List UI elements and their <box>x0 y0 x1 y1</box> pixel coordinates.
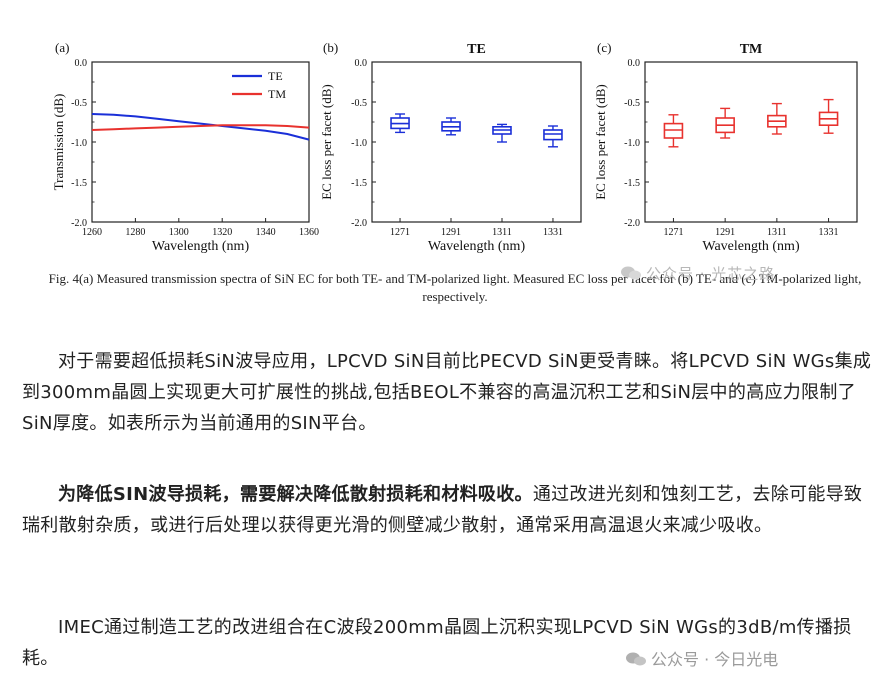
plot-frame-1 <box>371 61 582 223</box>
panel-label-0: (a) <box>55 40 69 55</box>
paragraph-2: 为降低SIN波导损耗，需要解决降低散射损耗和材料吸收。通过改进光刻和蚀刻工艺，去… <box>22 479 874 541</box>
x-tick-label-1: 1331 <box>543 227 563 238</box>
series-line-te <box>91 113 310 141</box>
y-tick-label-2: -1.5 <box>624 178 640 189</box>
x-tick-label-1: 1311 <box>492 227 512 238</box>
wechat-icon <box>621 266 641 280</box>
watermark-top: 公众号 · 光芯之路 <box>620 263 775 284</box>
y-tick-label-0: -1.5 <box>71 178 87 189</box>
x-axis-label-2: Wavelength (nm) <box>702 239 800 254</box>
y-tick-label-0: -1.0 <box>71 138 87 149</box>
x-tick-label-0: 1300 <box>169 227 189 238</box>
y-tick-label-0: -0.5 <box>71 98 87 109</box>
y-axis-label-0: Transmission (dB) <box>51 94 66 191</box>
x-tick-label-0: 1360 <box>299 227 319 238</box>
panel-label-2: (c) <box>597 40 611 55</box>
watermark-bottom-text: 公众号 · 今日光电 <box>651 650 779 669</box>
x-tick-label-1: 1291 <box>441 227 461 238</box>
x-tick-label-2: 1331 <box>819 227 839 238</box>
paragraph-3-text: IMEC通过制造工艺的改进组合在C波段200mm晶圆上沉积实现LPCVD SiN… <box>22 617 852 669</box>
y-tick-label-1: -1.5 <box>351 178 367 189</box>
wechat-icon <box>626 652 646 666</box>
y-tick-label-2: -0.5 <box>624 98 640 109</box>
y-tick-label-1: -1.0 <box>351 138 367 149</box>
legend-label-te: TE <box>268 69 283 83</box>
paragraph-2-text: 通过改进光刻和蚀刻工艺，去除可能导致瑞利散射杂质，或进行后处理以获得更光滑的侧壁… <box>22 484 863 536</box>
x-axis-label-1: Wavelength (nm) <box>428 239 526 254</box>
paragraph-3: IMEC通过制造工艺的改进组合在C波段200mm晶圆上沉积实现LPCVD SiN… <box>22 612 874 674</box>
y-tick-label-1: -0.5 <box>351 98 367 109</box>
figure-caption: Fig. 4(a) Measured transmission spectra … <box>48 271 862 304</box>
paragraph-2-lead: 为降低SIN波导损耗，需要解决降低散射损耗和材料吸收。 <box>58 484 533 505</box>
x-tick-label-2: 1271 <box>663 227 683 238</box>
y-tick-label-1: -2.0 <box>351 218 367 229</box>
series-line-tm <box>91 124 310 131</box>
figure-panels: (a) 0.0 -0.5 -1.0 -1.5 -2.0 Transmission (dB) W… <box>51 40 858 254</box>
panel-title-1: TE <box>467 42 486 57</box>
legend-label-tm: TM <box>268 87 286 101</box>
x-tick-label-0: 1280 <box>125 227 145 238</box>
paragraph-1: 对于需要超低损耗SiN波导应用，LPCVD SiN目前比PECVD SiN更受青… <box>22 346 874 439</box>
y-tick-label-2: -2.0 <box>624 218 640 229</box>
x-tick-label-1: 1271 <box>390 227 410 238</box>
y-tick-label-1: 0.0 <box>355 58 368 69</box>
y-axis-label-2: EC loss per facet (dB) <box>593 84 608 200</box>
y-tick-label-2: -1.0 <box>624 138 640 149</box>
paragraph-1-text: 对于需要超低损耗SiN波导应用，LPCVD SiN目前比PECVD SiN更受青… <box>22 351 872 434</box>
x-tick-label-2: 1311 <box>767 227 787 238</box>
x-tick-label-0: 1260 <box>82 227 102 238</box>
y-tick-label-2: 0.0 <box>628 58 641 69</box>
y-tick-label-0: 0.0 <box>75 58 88 69</box>
x-axis-label-0: Wavelength (nm) <box>152 239 250 254</box>
y-tick-label-0: -2.0 <box>71 218 87 229</box>
watermark-bottom: 公众号 · 今日光电 <box>625 646 778 670</box>
plot-frame-2 <box>644 61 858 223</box>
panel-label-1: (b) <box>323 40 338 55</box>
plot-frame-0 <box>91 61 310 223</box>
x-tick-label-0: 1340 <box>256 227 276 238</box>
watermark-top-text: 公众号 · 光芯之路 <box>646 265 776 283</box>
panel-title-2: TM <box>740 42 763 57</box>
x-tick-label-2: 1291 <box>715 227 735 238</box>
y-axis-label-1: EC loss per facet (dB) <box>319 84 334 200</box>
x-tick-label-0: 1320 <box>212 227 232 238</box>
